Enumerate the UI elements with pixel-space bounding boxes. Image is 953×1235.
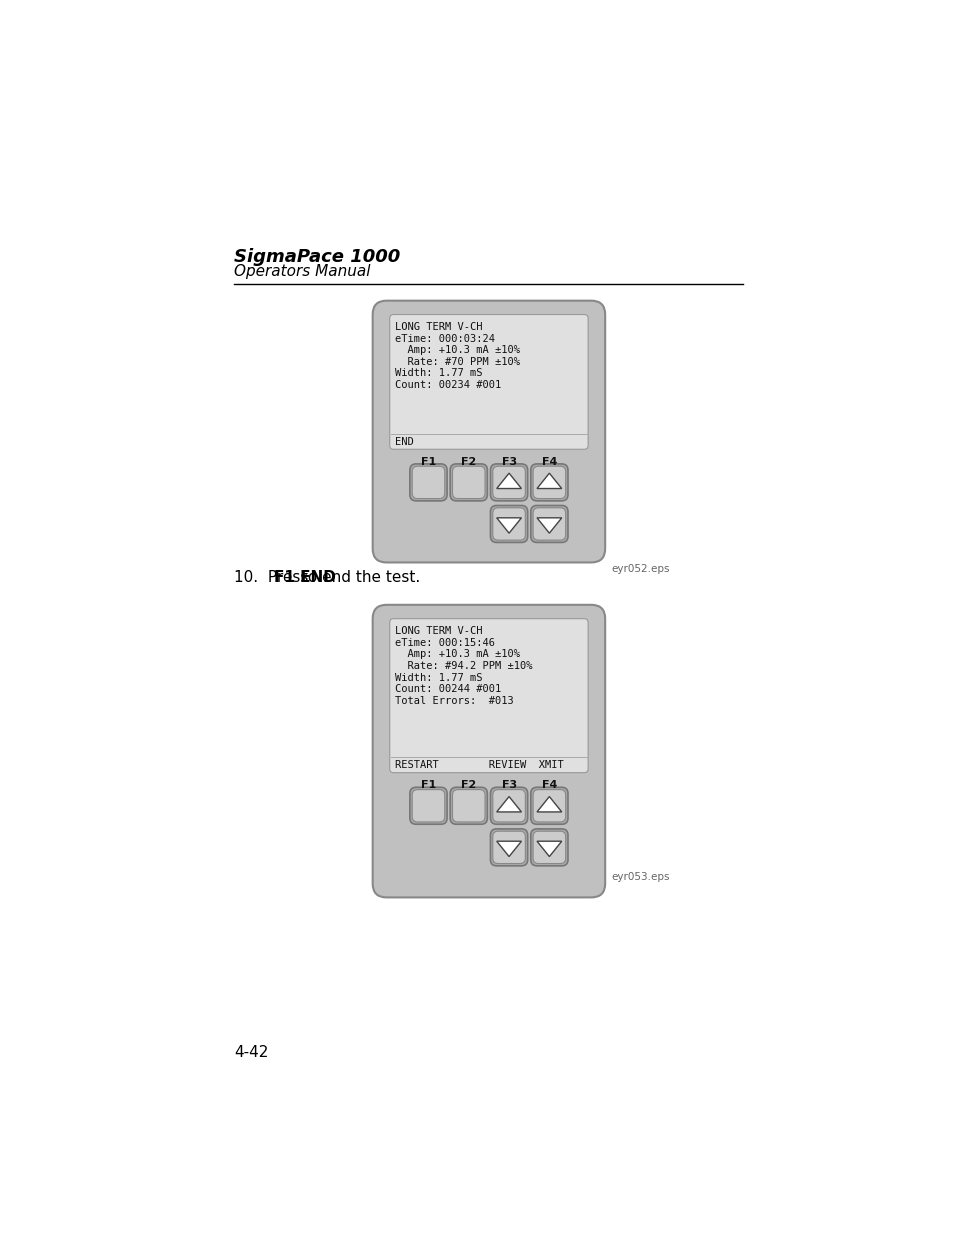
Text: eyr053.eps: eyr053.eps xyxy=(611,872,669,882)
FancyBboxPatch shape xyxy=(533,508,565,540)
Text: Amp: +10.3 mA ±10%: Amp: +10.3 mA ±10% xyxy=(395,650,519,659)
FancyBboxPatch shape xyxy=(373,605,604,898)
FancyBboxPatch shape xyxy=(530,829,567,866)
Text: eTime: 000:03:24: eTime: 000:03:24 xyxy=(395,333,495,343)
Text: 10.  Press: 10. Press xyxy=(233,571,313,585)
Text: F4: F4 xyxy=(541,457,557,467)
FancyBboxPatch shape xyxy=(390,619,587,773)
Text: F2: F2 xyxy=(460,457,476,467)
Text: F1: F1 xyxy=(420,457,436,467)
Polygon shape xyxy=(497,473,521,489)
FancyBboxPatch shape xyxy=(530,505,567,542)
FancyBboxPatch shape xyxy=(410,464,447,501)
Text: Width: 1.77 mS: Width: 1.77 mS xyxy=(395,673,482,683)
FancyBboxPatch shape xyxy=(412,789,444,823)
FancyBboxPatch shape xyxy=(490,829,527,866)
FancyBboxPatch shape xyxy=(412,466,444,499)
Text: RESTART        REVIEW  XMIT: RESTART REVIEW XMIT xyxy=(395,761,563,771)
Polygon shape xyxy=(537,517,561,534)
Text: Total Errors:  #013: Total Errors: #013 xyxy=(395,695,514,705)
Text: Operators Manual: Operators Manual xyxy=(233,264,370,279)
Text: F1: F1 xyxy=(420,781,436,790)
Polygon shape xyxy=(537,797,561,811)
Text: to end the test.: to end the test. xyxy=(296,571,419,585)
Text: Count: 00244 #001: Count: 00244 #001 xyxy=(395,684,501,694)
FancyBboxPatch shape xyxy=(410,787,447,824)
FancyBboxPatch shape xyxy=(450,464,487,501)
FancyBboxPatch shape xyxy=(493,466,525,499)
Text: Rate: #94.2 PPM ±10%: Rate: #94.2 PPM ±10% xyxy=(395,661,532,671)
Polygon shape xyxy=(497,841,521,857)
FancyBboxPatch shape xyxy=(493,831,525,863)
Polygon shape xyxy=(537,473,561,489)
Text: eTime: 000:15:46: eTime: 000:15:46 xyxy=(395,638,495,648)
FancyBboxPatch shape xyxy=(373,300,604,562)
FancyBboxPatch shape xyxy=(490,787,527,824)
FancyBboxPatch shape xyxy=(533,789,565,823)
FancyBboxPatch shape xyxy=(533,831,565,863)
FancyBboxPatch shape xyxy=(490,464,527,501)
Text: 4-42: 4-42 xyxy=(233,1045,268,1061)
Text: END: END xyxy=(395,437,414,447)
Text: eyr052.eps: eyr052.eps xyxy=(611,564,669,574)
FancyBboxPatch shape xyxy=(493,789,525,823)
Polygon shape xyxy=(497,797,521,811)
FancyBboxPatch shape xyxy=(490,505,527,542)
Text: F4: F4 xyxy=(541,781,557,790)
FancyBboxPatch shape xyxy=(452,466,484,499)
Text: Amp: +10.3 mA ±10%: Amp: +10.3 mA ±10% xyxy=(395,346,519,356)
Text: F3: F3 xyxy=(501,457,517,467)
FancyBboxPatch shape xyxy=(533,466,565,499)
Text: F2: F2 xyxy=(460,781,476,790)
FancyBboxPatch shape xyxy=(390,315,587,450)
FancyBboxPatch shape xyxy=(450,787,487,824)
FancyBboxPatch shape xyxy=(493,508,525,540)
Polygon shape xyxy=(497,517,521,534)
FancyBboxPatch shape xyxy=(530,787,567,824)
Text: Count: 00234 #001: Count: 00234 #001 xyxy=(395,380,501,390)
FancyBboxPatch shape xyxy=(452,789,484,823)
Polygon shape xyxy=(537,841,561,857)
Text: SigmaPace 1000: SigmaPace 1000 xyxy=(233,248,399,267)
Text: F1 END: F1 END xyxy=(274,571,336,585)
Text: Width: 1.77 mS: Width: 1.77 mS xyxy=(395,368,482,378)
Text: Rate: #70 PPM ±10%: Rate: #70 PPM ±10% xyxy=(395,357,519,367)
Text: LONG TERM V-CH: LONG TERM V-CH xyxy=(395,626,482,636)
Text: LONG TERM V-CH: LONG TERM V-CH xyxy=(395,322,482,332)
FancyBboxPatch shape xyxy=(530,464,567,501)
Text: F3: F3 xyxy=(501,781,517,790)
